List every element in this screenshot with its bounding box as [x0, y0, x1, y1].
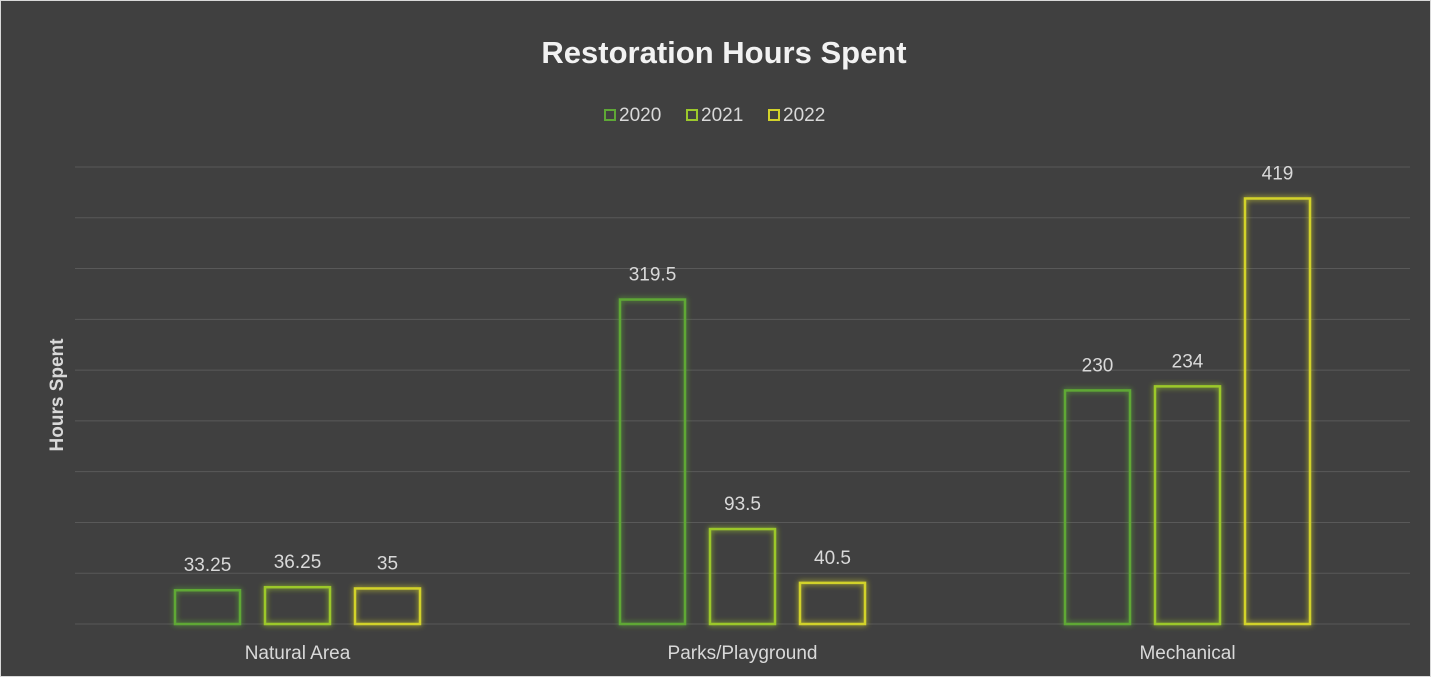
data-label: 35: [377, 553, 398, 574]
legend-label: 2022: [783, 105, 825, 126]
chart-title: Restoration Hours Spent: [541, 35, 906, 70]
legend-swatch: [604, 109, 616, 121]
bar: [353, 587, 422, 626]
data-label: 319.5: [629, 265, 677, 286]
data-label: 36.25: [274, 552, 322, 573]
bar: [1243, 197, 1312, 626]
data-label: 40.5: [814, 548, 851, 569]
legend-swatch: [768, 109, 780, 121]
data-label: 93.5: [724, 494, 761, 515]
x-tick-label: Natural Area: [245, 643, 351, 664]
bar: [618, 298, 687, 626]
data-label: 33.25: [184, 555, 232, 576]
y-axis-label: Hours Spent: [47, 338, 68, 452]
x-tick-label: Mechanical: [1139, 643, 1235, 664]
bar: [708, 527, 777, 626]
data-label: 230: [1082, 355, 1114, 376]
legend-swatch: [686, 109, 698, 121]
legend-label: 2020: [619, 105, 661, 126]
bar: [1063, 389, 1132, 626]
bar: [263, 585, 332, 626]
bar: [1153, 385, 1222, 626]
x-tick-label: Parks/Playground: [668, 643, 818, 664]
bar: [173, 588, 242, 626]
data-label: 419: [1262, 163, 1294, 184]
legend-label: 2021: [701, 105, 743, 126]
bar: [798, 581, 867, 626]
data-label: 234: [1172, 351, 1204, 372]
